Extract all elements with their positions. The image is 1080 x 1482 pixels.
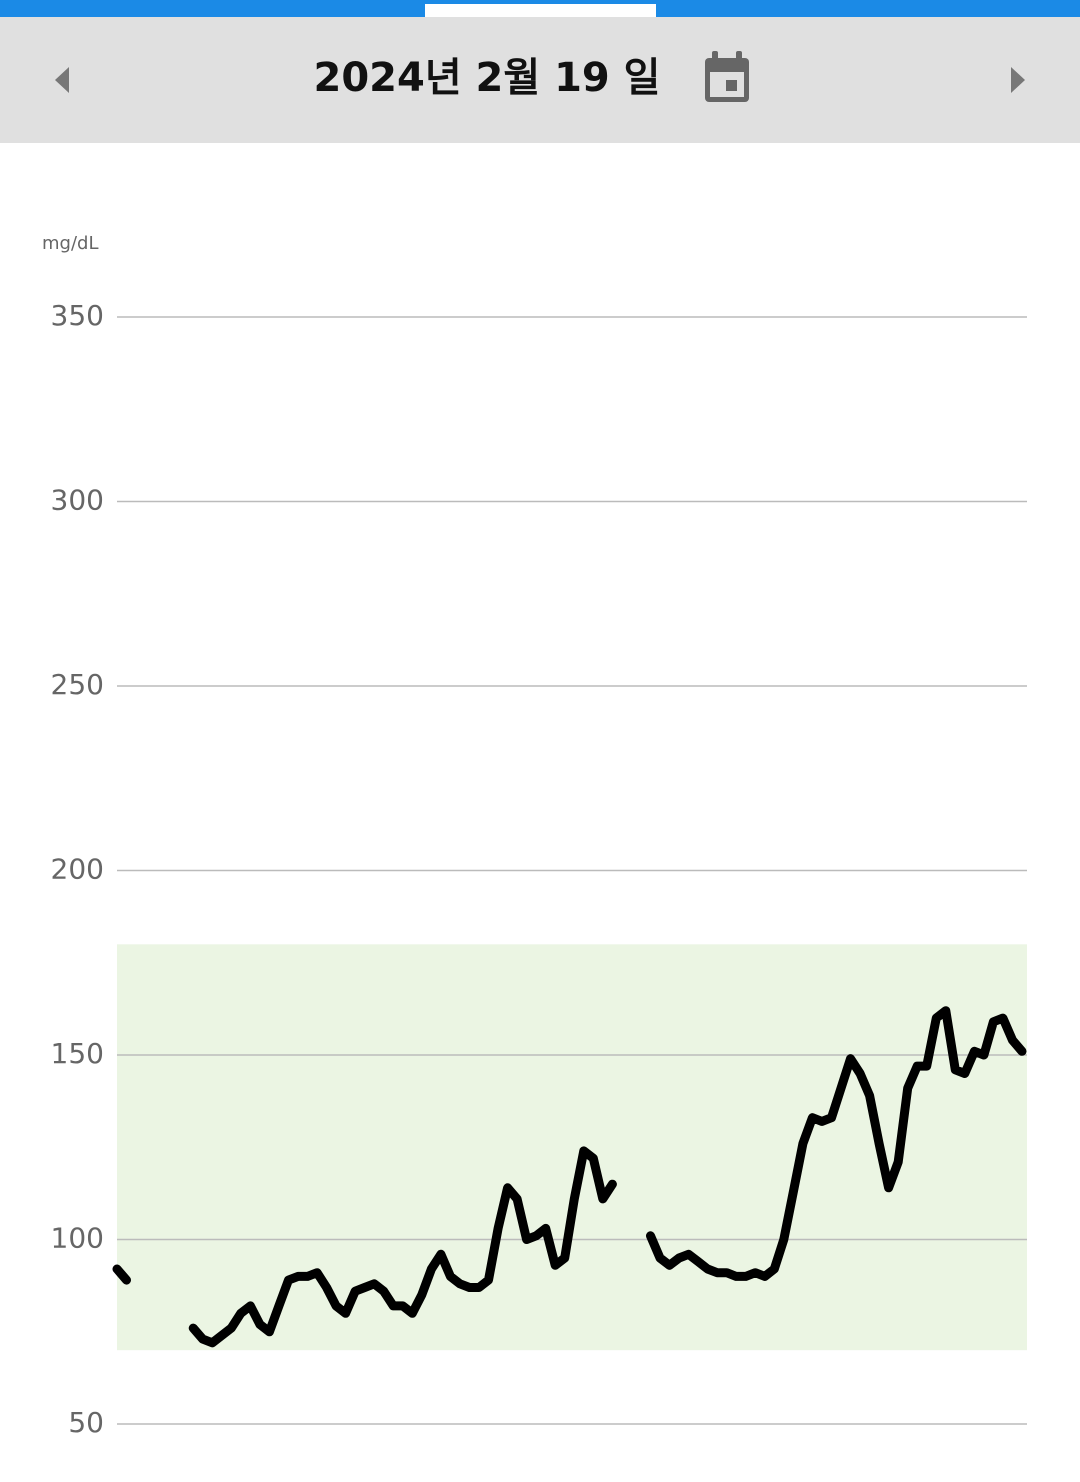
y-tick-label: 350	[51, 299, 104, 332]
prev-day[interactable]	[55, 67, 69, 93]
next-day[interactable]	[1011, 67, 1025, 93]
header	[0, 17, 1080, 143]
target-range	[117, 944, 1027, 1351]
y-tick-label: 200	[51, 853, 104, 886]
y-tick-label: 100	[51, 1222, 104, 1255]
y-tick-label: 50	[68, 1406, 104, 1439]
y-tick-label: 300	[51, 484, 104, 517]
tab-indicator	[425, 4, 656, 17]
plot: 50 100 150 200 250 300 350	[51, 299, 1027, 1439]
y-axis-unit: mg/dL	[42, 233, 98, 254]
date-title: 2024년 2월 19 일	[313, 55, 660, 101]
y-tick-label: 150	[51, 1037, 104, 1070]
y-tick-label: 250	[51, 668, 104, 701]
glucose-line	[112, 1006, 1027, 1348]
calendar-icon[interactable]	[705, 51, 749, 102]
